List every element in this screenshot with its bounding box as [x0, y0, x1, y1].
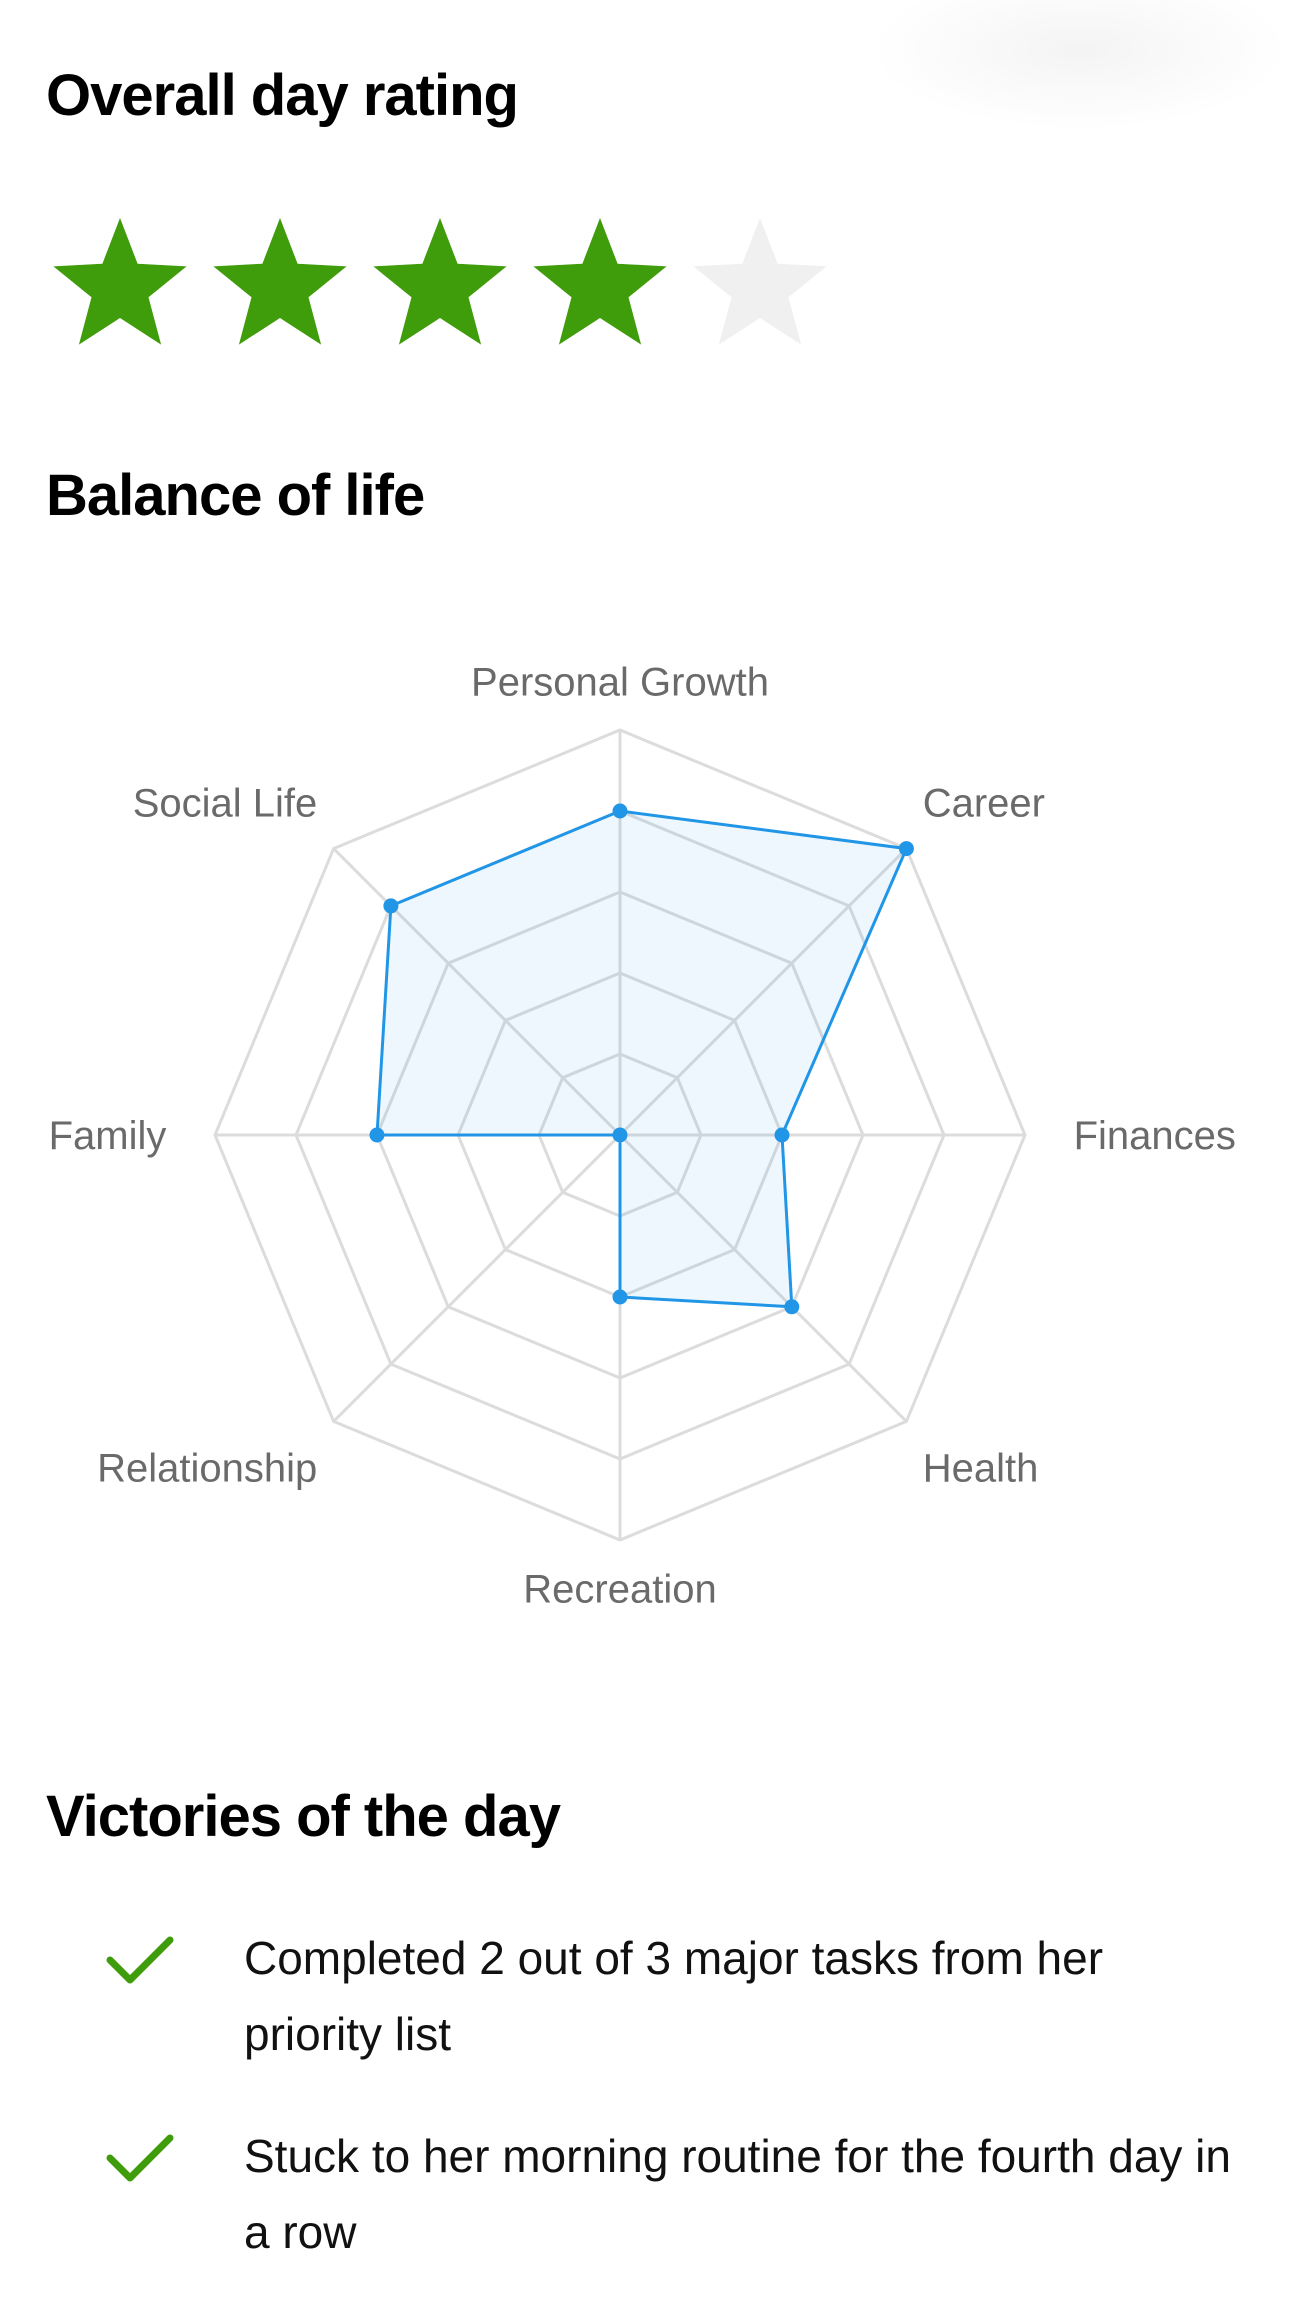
- balance-radar-chart: Personal Growth Career Finances Health Recre…: [49, 660, 1236, 1611]
- radar-spoke: [332, 1133, 622, 1423]
- radar-axis-label: Social Life: [133, 781, 318, 825]
- check-icon: [106, 2134, 174, 2182]
- balance-title: Balance of life: [46, 463, 425, 528]
- radar-data-point: [612, 803, 628, 819]
- header-shadow: [870, 0, 1290, 130]
- radar-data-point: [784, 1299, 800, 1315]
- victory-list: Completed 2 out of 3 major tasks from he…: [0, 1920, 1290, 2316]
- check-icon: [106, 1936, 174, 1984]
- radar-axis-label: Family: [49, 1114, 167, 1158]
- star-rating[interactable]: [50, 218, 830, 358]
- star-empty-icon[interactable]: [690, 218, 830, 358]
- radar-data-point: [774, 1127, 790, 1143]
- radar-axis-label: Recreation: [523, 1568, 716, 1612]
- star-filled-icon[interactable]: [50, 218, 190, 358]
- radar-axis-label: Relationship: [97, 1447, 317, 1491]
- radar-axis-label: Personal Growth: [471, 660, 769, 704]
- rating-title: Overall day rating: [46, 63, 519, 128]
- radar-data-point: [383, 898, 399, 914]
- radar-spoke: [618, 1133, 908, 1423]
- radar-spoke: [618, 847, 908, 1137]
- victories-title: Victories of the day: [46, 1784, 561, 1849]
- radar-series-area: [375, 809, 909, 1309]
- victory-item: Completed 2 out of 3 major tasks from he…: [0, 1920, 1290, 2072]
- radar-axis-labels: Personal Growth Career Finances Health Recre…: [49, 660, 1236, 1611]
- radar-axis-label: Health: [923, 1447, 1039, 1491]
- radar-data-point: [369, 1127, 385, 1143]
- radar-spoke: [332, 847, 622, 1137]
- star-filled-icon[interactable]: [530, 218, 670, 358]
- radar-data-point: [612, 1289, 628, 1305]
- victory-text: Completed 2 out of 3 major tasks from he…: [244, 1932, 1104, 2060]
- victory-text: Stuck to her morning routine for the fou…: [244, 2130, 1231, 2258]
- star-filled-icon[interactable]: [210, 218, 350, 358]
- radar-series: [369, 803, 914, 1315]
- victory-item: Stuck to her morning routine for the fou…: [0, 2118, 1290, 2270]
- star-filled-icon[interactable]: [370, 218, 510, 358]
- radar-axis-label: Career: [923, 781, 1045, 825]
- radar-axis-label: Finances: [1074, 1114, 1236, 1158]
- radar-data-point: [612, 1127, 628, 1143]
- radar-data-point: [898, 841, 914, 857]
